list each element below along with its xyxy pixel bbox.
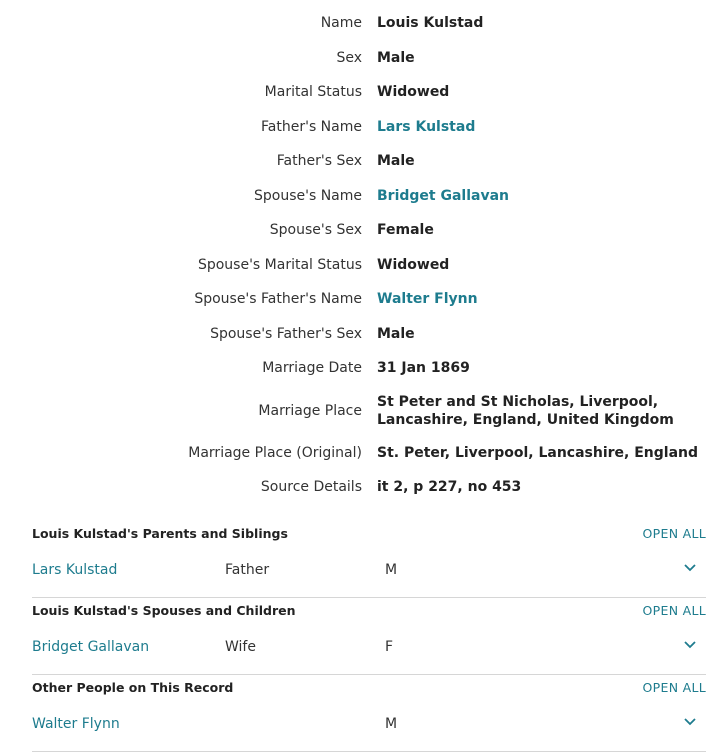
person-name-link[interactable]: Lars Kulstad [32,562,118,578]
person-row[interactable]: Bridget Gallavan Wife F [32,623,706,675]
fact-value: Male [377,325,415,342]
fact-row: Name Louis Kulstad [0,6,717,41]
fact-value: St. Peter, Liverpool, Lancashire, Englan… [377,444,699,461]
fact-row: Father's Name Lars Kulstad [0,110,717,145]
record-facts: Name Louis Kulstad Sex Male Marital Status Wi… [0,6,717,505]
section-header: Other People on This Record OPEN ALL [32,674,706,700]
section-title: Louis Kulstad's Parents and Siblings [32,525,288,541]
fact-row: Spouse's Father's Name Walter Flynn [0,282,717,317]
fact-row: Marital Status Widowed [0,75,717,110]
fact-row: Marriage Place St Peter and St Nicholas, … [0,386,717,436]
open-all-button[interactable]: OPEN ALL [642,679,706,695]
person-sex: F [385,639,394,655]
section-title: Louis Kulstad's Spouses and Children [32,602,296,618]
fact-label: Name [320,15,362,32]
fact-value: Female [377,222,434,239]
person-name-link[interactable]: Bridget Gallavan [32,639,150,655]
fact-row: Marriage Place (Original) St. Peter, Live… [0,436,717,471]
fact-value: Louis Kulstad [377,15,484,32]
fact-label: Sex [336,49,362,66]
open-all-button[interactable]: OPEN ALL [642,602,706,618]
fact-row: Father's Sex Male [0,144,717,179]
fact-label: Source Details [260,479,362,496]
fact-row: Source Details it 2, p 227, no 453 [0,470,717,505]
person-row[interactable]: Walter Flynn M [32,700,706,752]
fact-row: Spouse's Sex Female [0,213,717,248]
fact-label: Spouse's Marital Status [197,256,362,273]
fact-value-link[interactable]: Walter Flynn [377,291,478,308]
fact-row: Spouse's Marital Status Widowed [0,248,717,283]
person-sex: M [385,562,398,578]
fact-label: Father's Sex [276,153,362,170]
fact-row: Spouse's Name Bridget Gallavan [0,179,717,214]
person-relationship: Wife [225,639,256,655]
fact-value: Male [377,49,415,66]
chevron-down-icon[interactable] [684,637,696,653]
fact-value-link[interactable]: Bridget Gallavan [377,187,510,204]
related-people-section: Louis Kulstad's Spouses and Children OPEN… [32,597,706,675]
person-sex: M [385,716,398,732]
fact-row: Marriage Date 31 Jan 1869 [0,351,717,386]
fact-label: Spouse's Sex [269,222,362,239]
person-name-link[interactable]: Walter Flynn [32,716,120,732]
fact-value: Widowed [377,84,450,101]
fact-row: Sex Male [0,41,717,76]
section-title: Other People on This Record [32,679,234,695]
fact-label: Spouse's Name [253,187,362,204]
fact-value: Widowed [377,256,450,273]
fact-label: Marital Status [264,84,362,101]
fact-label: Marriage Date [262,360,362,377]
section-header: Louis Kulstad's Spouses and Children OPEN… [32,597,706,623]
fact-label: Father's Name [261,118,362,135]
fact-value: 31 Jan 1869 [377,360,470,377]
fact-label: Spouse's Father's Name [194,291,362,308]
fact-label: Spouse's Father's Sex [210,325,362,342]
chevron-down-icon[interactable] [684,714,696,730]
related-people-section: Other People on This Record OPEN ALL Walte… [32,674,706,752]
fact-value: Male [377,153,415,170]
chevron-down-icon[interactable] [684,560,696,576]
fact-value: it 2, p 227, no 453 [377,479,522,496]
fact-row: Spouse's Father's Sex Male [0,317,717,352]
section-header: Louis Kulstad's Parents and Siblings OPEN… [32,520,706,546]
person-row[interactable]: Lars Kulstad Father M [32,546,706,598]
fact-label: Marriage Place (Original) [188,444,362,461]
related-people-section: Louis Kulstad's Parents and Siblings OPEN… [32,520,706,598]
fact-value-link[interactable]: Lars Kulstad [377,118,476,135]
open-all-button[interactable]: OPEN ALL [642,525,706,541]
person-relationship: Father [225,562,270,578]
fact-label: Marriage Place [258,402,362,419]
fact-value: St Peter and St Nicholas, Liverpool, Lan… [377,393,674,428]
